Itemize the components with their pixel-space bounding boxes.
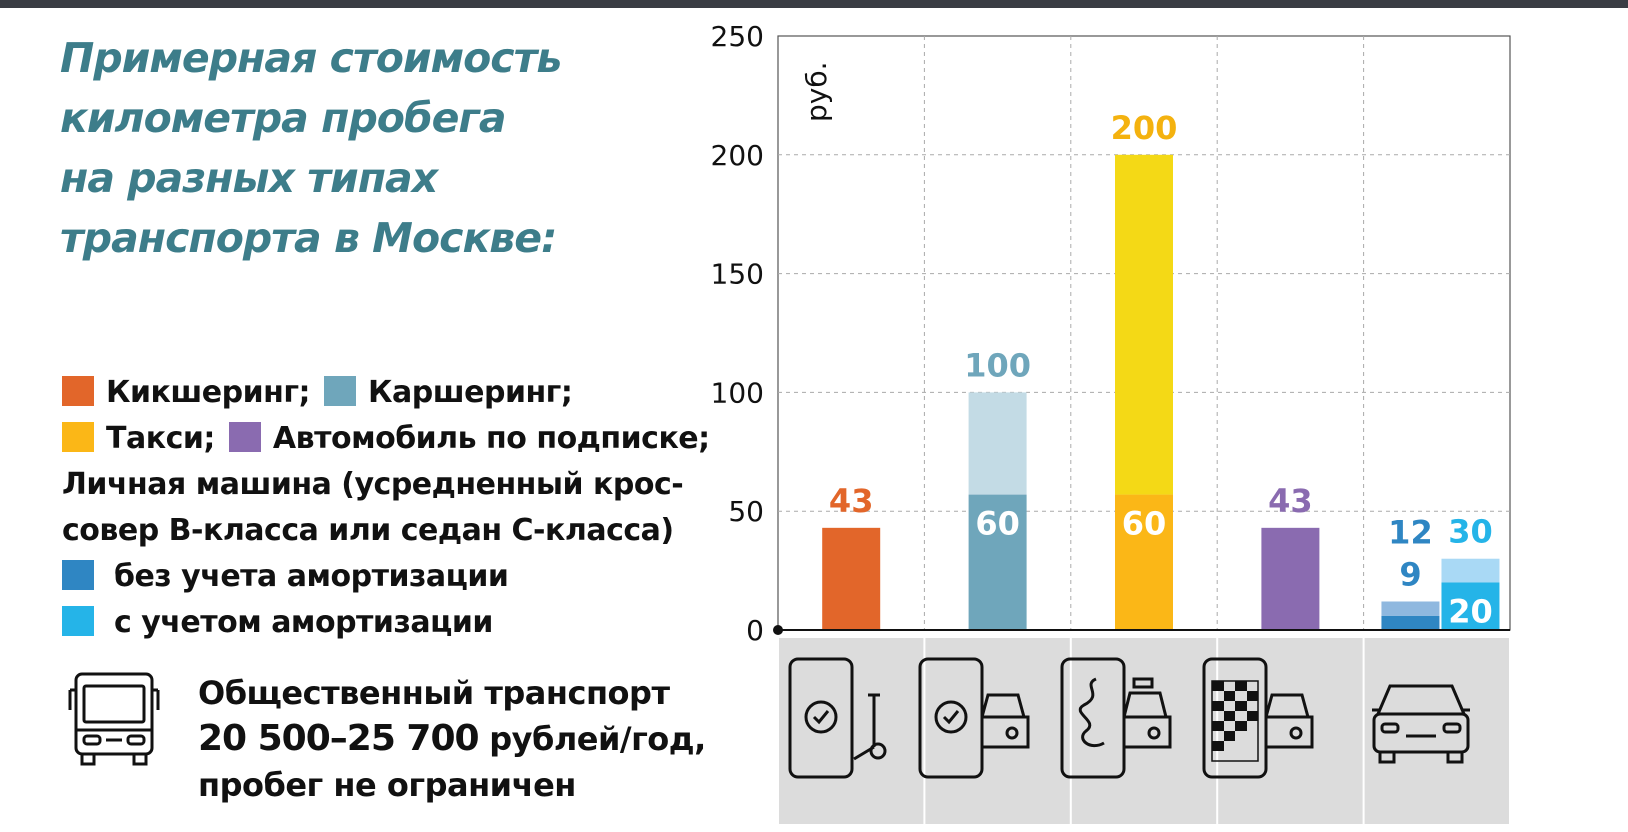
bar-value-label: 12 bbox=[1388, 513, 1433, 551]
legend-label-with-amortization: с учетом амортизации bbox=[114, 605, 493, 640]
y-tick-label: 200 bbox=[711, 139, 764, 172]
bar-chart: 43 100 60 200 60 43 12 9 30 20 bbox=[711, 20, 1511, 824]
legend-row: с учетом амортизации bbox=[62, 600, 742, 646]
bar-segment bbox=[1115, 154, 1173, 495]
y-tick-label: 0 bbox=[746, 614, 764, 647]
y-tick-label: 250 bbox=[711, 20, 764, 53]
title-line: на разных типах bbox=[60, 154, 438, 202]
public-transport-text: Общественный транспорт 20 500–25 700 руб… bbox=[198, 670, 706, 808]
bar-segment bbox=[1115, 494, 1173, 630]
legend-swatch-with-amortization bbox=[62, 606, 94, 636]
title-line: Примерная стоимость bbox=[60, 34, 562, 82]
legend-label-personal: совер B-класса или седан С-класса) bbox=[62, 513, 674, 548]
legend-swatch-subscription bbox=[228, 422, 261, 452]
bar-value-label: 43 bbox=[1268, 482, 1313, 520]
category-icon-cell bbox=[1071, 638, 1217, 824]
legend-label-carsharing: Каршеринг; bbox=[368, 375, 573, 410]
y-tick-label: 150 bbox=[711, 258, 764, 291]
title-line: транспорта в Москве: bbox=[60, 214, 557, 262]
legend: Кикшеринг; Каршеринг; Такси; Автомобиль по… bbox=[62, 370, 742, 646]
legend-swatch-taxi bbox=[62, 422, 94, 452]
legend-swatch-kicksharing bbox=[62, 376, 94, 406]
bar-value-label: 9 bbox=[1399, 555, 1421, 593]
legend-label-taxi: Такси; bbox=[106, 421, 215, 456]
bar-segment bbox=[1381, 601, 1440, 616]
public-transport-line3: пробег не ограничен bbox=[198, 766, 576, 804]
legend-swatch-without-amortization bbox=[62, 560, 94, 590]
legend-label-personal: Личная машина (усредненный крос- bbox=[62, 467, 684, 502]
taxi-phone-car-icon bbox=[1060, 657, 1172, 779]
bar-segment bbox=[1261, 527, 1320, 630]
top-bar bbox=[0, 0, 1628, 8]
bar-value-label: 30 bbox=[1448, 513, 1493, 551]
bar-segment bbox=[968, 494, 1027, 630]
bar-value-label: 100 bbox=[964, 346, 1031, 384]
legend-label-subscription: Автомобиль по подписке; bbox=[272, 421, 710, 456]
public-transport-note: Общественный транспорт 20 500–25 700 руб… bbox=[66, 670, 706, 830]
bar-value-label: 60 bbox=[1122, 505, 1167, 543]
chart-title: Примерная стоимость километра пробега на… bbox=[60, 28, 700, 268]
bar-segment bbox=[1441, 582, 1500, 630]
legend-label-kicksharing: Кикшеринг; bbox=[106, 375, 311, 410]
legend-row: Кикшеринг; Каршеринг; bbox=[62, 370, 742, 416]
legend-row: без учета амортизации bbox=[62, 554, 742, 600]
subscription-calendar-car-icon bbox=[1202, 657, 1314, 779]
bar-value-label: 20 bbox=[1448, 592, 1493, 630]
kickscooter-phone-icon bbox=[788, 657, 887, 779]
bar-segment bbox=[1381, 615, 1440, 630]
carsharing-phone-car-icon bbox=[918, 657, 1030, 779]
title-line: километра пробега bbox=[60, 94, 507, 142]
bar-segment bbox=[1441, 558, 1500, 583]
public-transport-amount: 20 500–25 700 bbox=[198, 718, 480, 759]
bar-segment bbox=[968, 392, 1027, 495]
axis-origin-dot bbox=[773, 625, 783, 635]
legend-swatch-carsharing bbox=[324, 376, 357, 406]
y-tick-label: 100 bbox=[711, 376, 764, 409]
bar-value-label: 200 bbox=[1111, 109, 1178, 147]
bar-value-label: 43 bbox=[829, 482, 874, 520]
y-tick-label: 50 bbox=[728, 495, 764, 528]
public-transport-unit: рублей/год, bbox=[478, 720, 706, 758]
y-axis-label: руб. bbox=[800, 61, 833, 122]
public-transport-line1: Общественный транспорт bbox=[198, 674, 670, 712]
personal-car-icon bbox=[1372, 684, 1470, 764]
legend-row: Такси; Автомобиль по подписке; bbox=[62, 416, 742, 462]
bus-icon bbox=[68, 672, 160, 766]
legend-label-without-amortization: без учета амортизации bbox=[114, 559, 509, 594]
bar-value-label: 60 bbox=[975, 505, 1020, 543]
bar-segment bbox=[822, 527, 881, 630]
